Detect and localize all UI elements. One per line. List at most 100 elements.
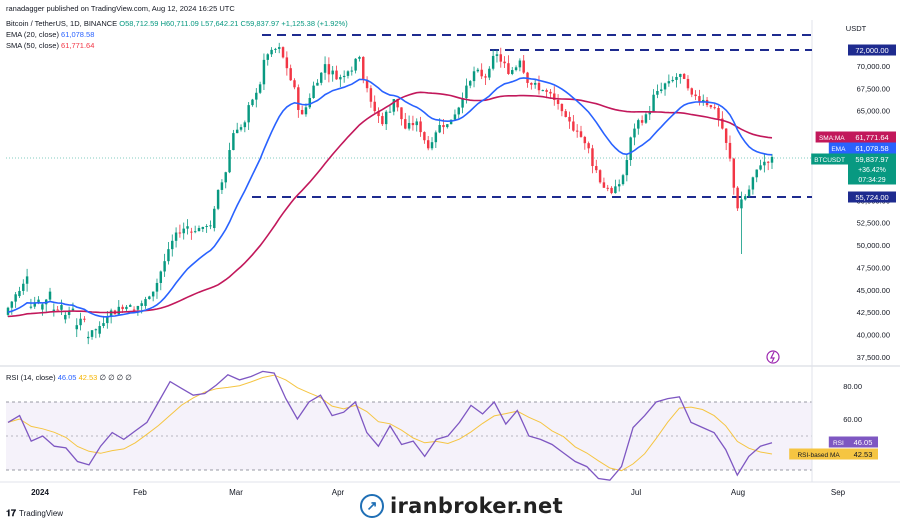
- publish-header: ranadagger published on TradingView.com,…: [6, 4, 235, 13]
- rsi-tick-80: 80.00: [843, 382, 862, 391]
- candle-body: [468, 81, 472, 86]
- candle-body: [270, 49, 273, 55]
- ema-label: EMA (20, close): [6, 30, 59, 39]
- candle-body: [251, 99, 254, 106]
- candle-body: [25, 276, 29, 284]
- ema-tag: 61,078.58: [855, 144, 888, 153]
- symbol-legend: Bitcoin / TetherUS, 1D, BINANCE O58,712.…: [6, 19, 348, 28]
- btc-tag-extra-bg: [848, 164, 896, 175]
- candle-body: [686, 78, 690, 89]
- candle-body: [258, 84, 262, 93]
- candle-body: [461, 98, 464, 108]
- candle-body: [560, 103, 564, 112]
- rsi-ma-tag-label: RSI-based MA: [797, 452, 840, 459]
- candle-body: [392, 99, 396, 112]
- candle-body: [572, 121, 575, 131]
- candle-body: [415, 121, 418, 126]
- candle-body: [480, 69, 483, 77]
- candle-body: [404, 119, 407, 129]
- candle-body: [621, 175, 625, 185]
- rsi-value: 46.05: [57, 373, 77, 382]
- candle-body: [667, 81, 671, 84]
- time-label-sep: Sep: [831, 488, 846, 497]
- candle-body: [136, 305, 140, 310]
- rsi-ma-tag: 42.53: [854, 450, 873, 459]
- rsi-ma-line: [7, 374, 773, 472]
- candle-body: [587, 143, 590, 149]
- price-ticks-group: 70,000.0067,500.0065,000.0055,000.0052,5…: [857, 62, 890, 362]
- price-tick-label: 67,500.00: [857, 84, 890, 93]
- candle-body: [293, 80, 296, 88]
- sma-50-line: [7, 91, 773, 318]
- candle-body: [171, 240, 174, 250]
- price-tags-group: 72,000.00 SMA:MA 61,771.64 EMA 61,078.58 BTCU…: [811, 44, 896, 203]
- candle-body: [121, 306, 124, 310]
- candle-body: [713, 107, 716, 109]
- level-55724-tag: 55,724.00: [855, 193, 888, 202]
- candle-body: [556, 99, 560, 104]
- candle-body: [656, 90, 659, 95]
- level-55724-tag-bg: [848, 191, 896, 203]
- candle-body: [71, 308, 75, 311]
- ema-tag-label: EMA: [831, 146, 846, 153]
- candle-body: [381, 116, 384, 125]
- candle-body: [507, 63, 510, 74]
- candle-body: [514, 67, 518, 71]
- btc-tag-label: BTCUSDT: [814, 157, 845, 164]
- candle-body: [663, 83, 667, 90]
- candle-body: [369, 88, 373, 102]
- candle-body: [274, 48, 277, 50]
- candle-body: [247, 105, 250, 123]
- candle-body: [308, 97, 312, 108]
- sma-tag-label: SMA:MA: [819, 135, 845, 142]
- candle-body: [205, 225, 208, 227]
- candle-body: [457, 107, 460, 115]
- candle-body: [151, 291, 155, 297]
- candle-body: [659, 89, 663, 91]
- candle-body: [316, 82, 319, 86]
- rsi-tag-label: RSI: [833, 440, 844, 447]
- candle-body: [102, 323, 105, 327]
- candle-body: [644, 114, 648, 123]
- replay-icon[interactable]: [766, 350, 780, 364]
- candle-body: [98, 326, 101, 334]
- low-value: 57,642.21: [205, 19, 239, 28]
- candle-body: [575, 130, 579, 132]
- rsi-extra: ∅ ∅ ∅ ∅: [99, 373, 132, 382]
- candle-body: [637, 120, 640, 129]
- rsi-ma-value: 42.53: [78, 373, 98, 382]
- tradingview-icon: 𝟏𝟕: [6, 508, 17, 518]
- candle-body: [763, 161, 766, 166]
- candle-body: [717, 108, 720, 119]
- btc-tag-label-bg: [811, 153, 848, 165]
- candle-body: [522, 60, 525, 73]
- candle-body: [411, 123, 415, 126]
- price-tick-label: 52,500.00: [857, 219, 890, 228]
- candle-body: [606, 187, 609, 189]
- candle-body: [610, 187, 613, 194]
- candle-body: [266, 54, 269, 60]
- candle-body: [182, 228, 185, 234]
- candle-body: [304, 107, 308, 115]
- close-label: C: [240, 19, 246, 28]
- candle-body: [323, 64, 327, 73]
- tradingview-logo[interactable]: 𝟏𝟕 TradingView: [6, 508, 63, 519]
- candle-body: [747, 189, 751, 197]
- candle-body: [331, 70, 334, 75]
- candle-body: [277, 47, 281, 49]
- rsi-tags-group: RSI 46.05 RSI-based MA 42.53: [789, 436, 878, 460]
- candle-body: [564, 111, 567, 117]
- rsi-line: [7, 370, 773, 481]
- sma-tag-bg: [848, 131, 896, 143]
- candle-body: [533, 82, 537, 85]
- candle-body: [679, 73, 682, 77]
- candle-body: [434, 132, 438, 143]
- candle-body: [449, 119, 453, 125]
- candle-body: [384, 111, 388, 125]
- change-value: +1,125.38 (+1.92%): [281, 19, 348, 28]
- candle-body: [48, 291, 52, 300]
- candle-body: [41, 304, 44, 310]
- candle-body: [721, 118, 724, 129]
- candle-body: [220, 182, 224, 190]
